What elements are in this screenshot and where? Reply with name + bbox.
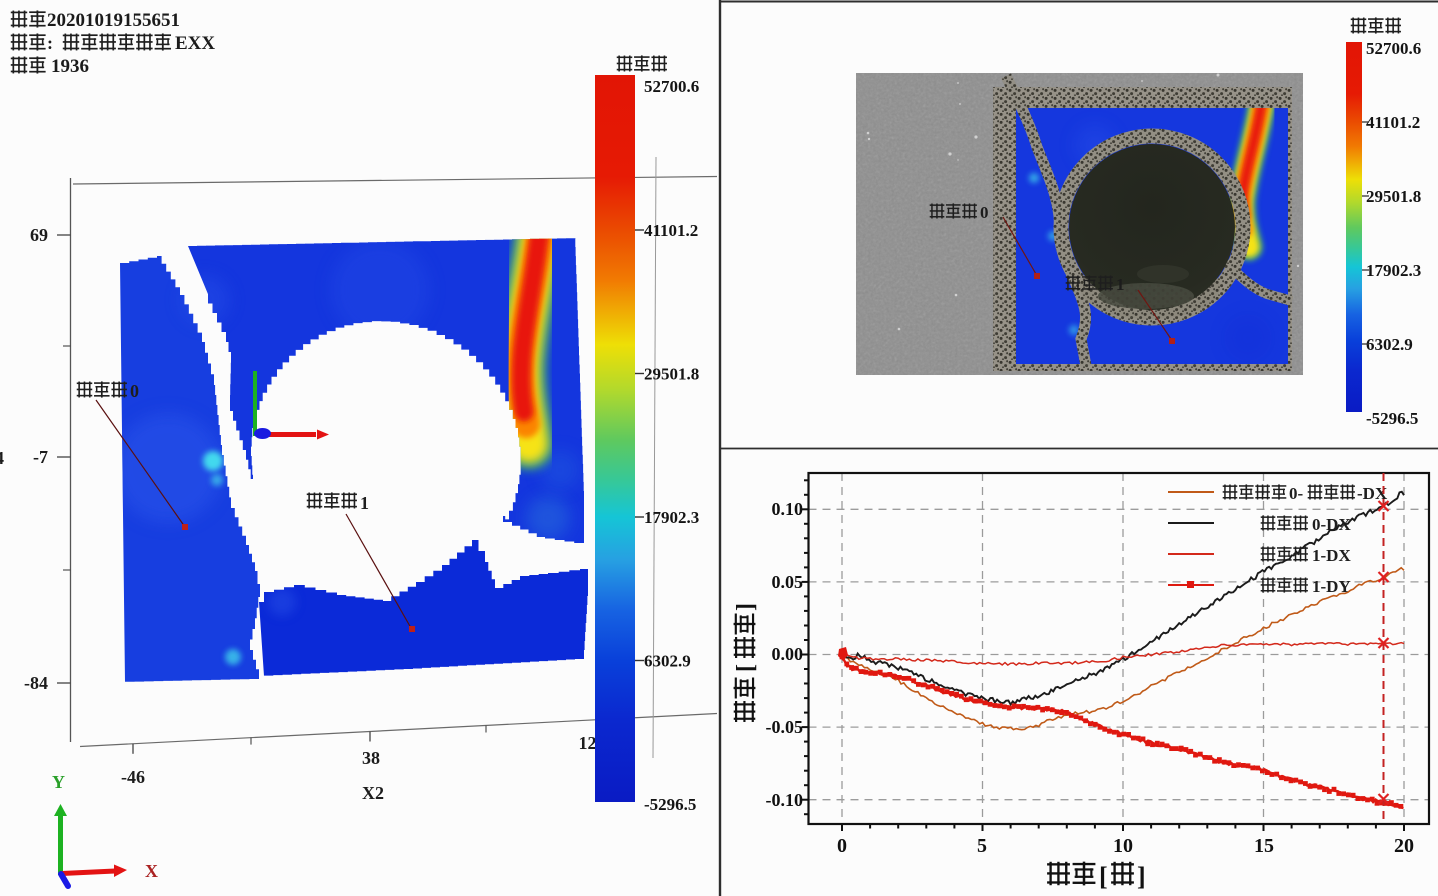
- svg-text:4: 4: [0, 448, 4, 468]
- svg-text:29501.8: 29501.8: [1366, 187, 1421, 206]
- svg-text:1-DY: 1-DY: [1312, 577, 1351, 596]
- svg-text:17902.3: 17902.3: [1366, 261, 1421, 280]
- svg-text:20: 20: [1394, 835, 1414, 857]
- svg-text:1-DX: 1-DX: [1312, 546, 1351, 565]
- svg-text:-5296.5: -5296.5: [644, 795, 696, 814]
- svg-text:[: [: [733, 664, 759, 672]
- svg-text:29501.8: 29501.8: [644, 365, 699, 384]
- svg-text:EXX: EXX: [175, 33, 215, 54]
- svg-text:1: 1: [360, 493, 369, 513]
- svg-text:-46: -46: [121, 767, 145, 787]
- svg-text:10: 10: [1113, 835, 1133, 857]
- svg-text:-0.10: -0.10: [766, 790, 804, 810]
- svg-text:15: 15: [1254, 835, 1274, 857]
- svg-text:52700.6: 52700.6: [644, 77, 699, 96]
- svg-text:]: ]: [1137, 862, 1146, 891]
- svg-text:-0.05: -0.05: [766, 717, 804, 737]
- svg-text:20201019155651: 20201019155651: [47, 10, 180, 31]
- svg-text:]: ]: [733, 603, 759, 611]
- svg-text:0-DX: 0-DX: [1312, 515, 1351, 534]
- svg-text:41101.2: 41101.2: [644, 221, 698, 240]
- svg-text:X2: X2: [362, 783, 384, 803]
- svg-text:0: 0: [837, 835, 847, 857]
- svg-text:1: 1: [1116, 275, 1125, 294]
- svg-text:-DX: -DX: [1357, 484, 1388, 503]
- svg-text:0: 0: [130, 381, 139, 401]
- svg-text:41101.2: 41101.2: [1366, 113, 1420, 132]
- svg-text:5: 5: [977, 835, 987, 857]
- svg-text:0.10: 0.10: [772, 499, 804, 519]
- svg-text:69: 69: [30, 225, 48, 245]
- svg-text:-5296.5: -5296.5: [1366, 409, 1418, 428]
- svg-text::: :: [47, 33, 53, 53]
- svg-text:X: X: [145, 861, 158, 881]
- svg-text:0.05: 0.05: [772, 572, 804, 592]
- svg-text:-7: -7: [33, 447, 48, 467]
- svg-text:6302.9: 6302.9: [1366, 335, 1413, 354]
- svg-text:Y: Y: [52, 772, 65, 792]
- svg-text:[: [: [1099, 862, 1108, 891]
- svg-text:-84: -84: [24, 673, 48, 693]
- svg-text:1936: 1936: [51, 56, 89, 77]
- svg-text:0: 0: [980, 203, 989, 222]
- svg-text:6302.9: 6302.9: [644, 652, 691, 671]
- svg-text:17902.3: 17902.3: [644, 508, 699, 527]
- svg-text:52700.6: 52700.6: [1366, 39, 1421, 58]
- svg-text:38: 38: [362, 748, 380, 768]
- svg-text:0.00: 0.00: [772, 644, 804, 664]
- svg-text:0-: 0-: [1289, 484, 1304, 503]
